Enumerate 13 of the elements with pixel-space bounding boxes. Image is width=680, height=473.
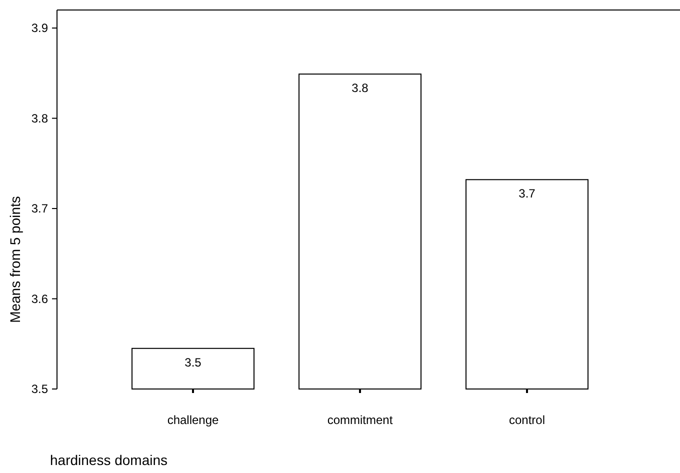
y-tick-label: 3.7 bbox=[31, 202, 48, 216]
x-tick-label: commitment bbox=[327, 413, 394, 427]
y-tick-label: 3.5 bbox=[31, 382, 48, 396]
x-axis-title: hardiness domains bbox=[50, 452, 168, 468]
y-axis-title: Means from 5 points bbox=[7, 196, 23, 323]
x-tick-label: challenge bbox=[167, 413, 220, 427]
data-label: 3.8 bbox=[352, 81, 369, 96]
y-tick-label: 3.8 bbox=[31, 111, 48, 126]
x-tick-label: control bbox=[508, 413, 546, 427]
y-tick-label: 3.9 bbox=[31, 21, 48, 36]
data-label: 3.7 bbox=[518, 186, 536, 201]
data-label: 3.5 bbox=[184, 355, 202, 370]
y-tick-label: 3.6 bbox=[31, 292, 48, 306]
